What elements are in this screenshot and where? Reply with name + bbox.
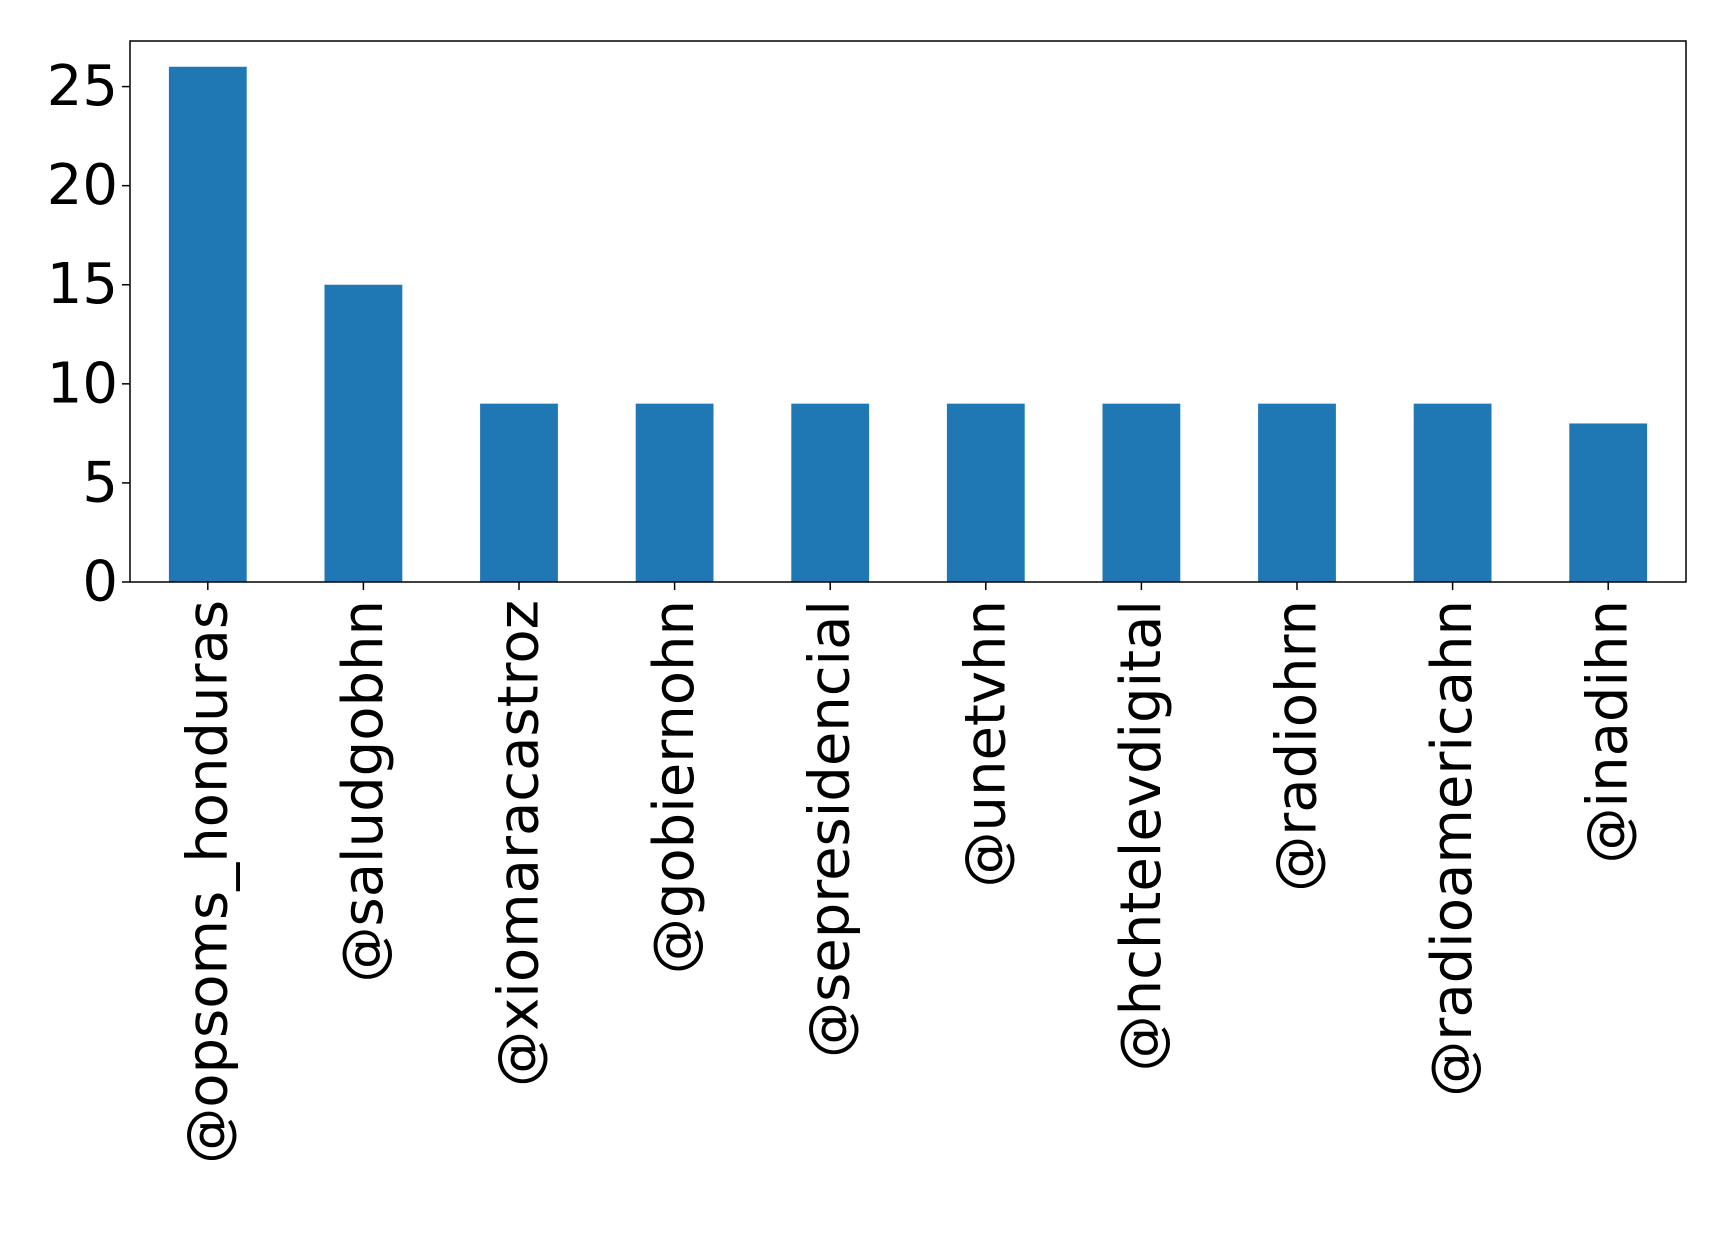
x-tick-label-1: @saludgobhn — [331, 600, 396, 982]
y-tick-label-0: 0 — [82, 550, 118, 615]
plot-frame — [129, 40, 1687, 583]
bar-2 — [480, 403, 558, 582]
y-tick-label-3: 15 — [47, 252, 118, 317]
x-tick-label-9: @inadihn — [1576, 600, 1641, 863]
bar-1 — [324, 284, 403, 582]
x-tick-label-8: @radioamericahn — [1420, 600, 1485, 1097]
y-tick-label-5: 25 — [47, 54, 118, 119]
x-tick-label-5: @unetvhn — [953, 600, 1018, 888]
y-axis: 0 5 10 15 20 25 — [47, 54, 130, 615]
y-tick-label-2: 10 — [47, 351, 118, 416]
y-tick-label-4: 20 — [47, 153, 118, 218]
bar-3 — [635, 403, 714, 582]
x-axis: @opsoms_honduras @saludgobhn @xiomaracastr… — [175, 582, 1641, 1164]
bar-5 — [946, 403, 1025, 582]
bar-4 — [791, 403, 870, 582]
x-tick-label-6: @hchtelevdigital — [1109, 600, 1174, 1071]
x-tick-label-3: @gobiernohn — [642, 600, 707, 974]
bar-7 — [1258, 403, 1336, 582]
bar-0 — [168, 66, 247, 582]
x-tick-label-7: @radiohrn — [1265, 600, 1330, 892]
y-tick-label-1: 5 — [82, 450, 118, 515]
x-tick-label-2: @xiomaracastroz — [487, 600, 552, 1087]
x-tick-label-4: @sepresidencial — [798, 600, 863, 1058]
bar-6 — [1102, 403, 1181, 582]
bar-8 — [1413, 403, 1492, 582]
bar-9 — [1569, 423, 1648, 582]
x-tick-label-0: @opsoms_honduras — [175, 600, 240, 1164]
bars-group — [168, 66, 1648, 582]
